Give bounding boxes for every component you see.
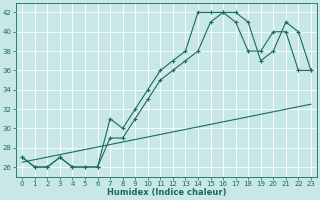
X-axis label: Humidex (Indice chaleur): Humidex (Indice chaleur) <box>107 188 226 197</box>
